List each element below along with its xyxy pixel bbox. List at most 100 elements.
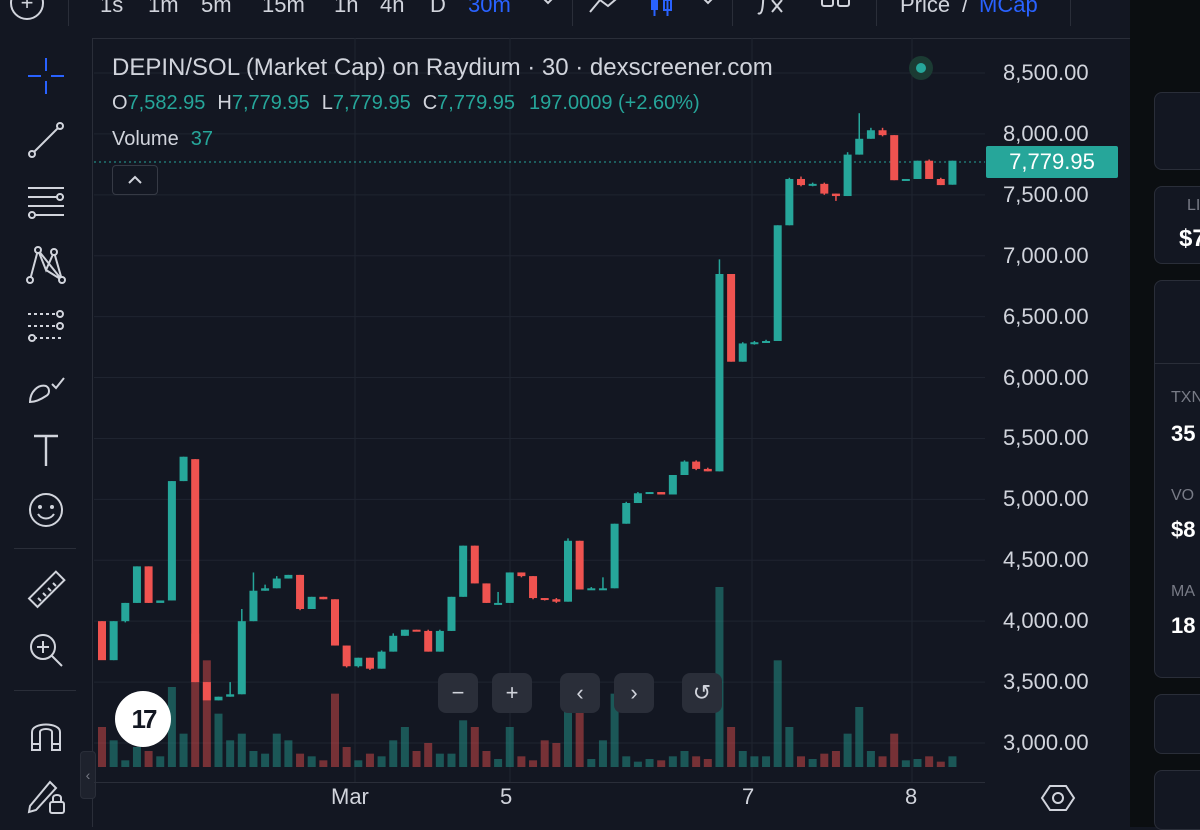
volume-bar [459,720,468,767]
volume-bar [424,743,433,767]
chart-style-icon[interactable] [588,0,624,16]
price-axis[interactable]: 8,500.00 8,000.00 7,500.00 7,000.00 6,500.00… [985,38,1130,782]
price-label: 5,000.00 [1003,486,1089,512]
info-card[interactable] [1154,92,1200,170]
toolbar-divider [14,548,76,549]
interval-1h[interactable]: 1h [334,0,359,17]
forecast-tool[interactable] [21,304,71,348]
volume-bar [668,756,677,767]
liquidity-label: LI [1187,197,1200,214]
candle-body [610,523,619,589]
brush-tool[interactable] [21,366,71,410]
volume-bar [808,759,817,767]
volume-bar [261,753,270,767]
volume-bar [738,751,747,767]
liquidity-value: $7 [1179,225,1200,252]
volume-bar [622,756,631,767]
close-value: 7,779.95 [437,92,516,114]
candle-body [319,596,328,600]
action-card[interactable] [1154,770,1200,830]
candle-body [389,635,398,652]
zoom-tool[interactable] [21,628,71,672]
fib-tool[interactable] [21,180,71,224]
chart-title: DEPIN/SOL (Market Cap) on Raydium · 30 ·… [112,54,773,81]
zoom-in-button[interactable]: + [492,673,532,713]
scroll-left-button[interactable]: ‹ [560,673,600,713]
interval-d[interactable]: D [430,0,446,17]
interval-1m[interactable]: 1m [148,0,179,17]
makers-label: MA [1171,583,1195,600]
interval-chevron-down-icon[interactable] [538,0,558,8]
chart-settings-icon[interactable] [1040,780,1076,816]
volume-bar [482,751,491,767]
interval-4h[interactable]: 4h [380,0,405,17]
volume-bar [284,740,293,767]
candle-body [331,599,339,646]
trend-line-tool[interactable] [21,118,71,162]
crosshair-icon [28,58,64,94]
change-value: 197.0009 (+2.60%) [529,92,700,114]
trend-line-icon [28,122,64,158]
candle-body [261,588,270,591]
candle-body [575,540,584,590]
indicators-icon[interactable] [756,0,786,18]
interval-5m[interactable]: 5m [201,0,232,17]
reset-chart-button[interactable]: ↺ [682,673,722,713]
scroll-right-button[interactable]: › [614,673,654,713]
candle-body [773,225,782,341]
add-symbol-button[interactable]: + [10,0,44,20]
chart-grid [94,38,985,782]
action-card[interactable] [1154,694,1200,754]
candle-body [657,492,666,495]
interval-30m[interactable]: 30m [468,0,511,17]
chevron-up-icon [128,175,142,184]
volume-bar [936,761,945,767]
chart-type-chevron-down-icon[interactable] [698,0,718,8]
time-axis[interactable] [94,782,985,828]
volume-stat-value: $8 [1171,517,1196,542]
price-label: 4,500.00 [1003,547,1089,573]
volume-bar [762,756,771,767]
fib-retracement-icon [28,187,64,219]
candle-body [249,590,258,622]
price-label: 4,000.00 [1003,608,1089,634]
volume-bar [552,743,561,767]
collapse-toolbar-tab[interactable]: ‹ [80,751,96,799]
candle-body [470,545,479,584]
price-toggle[interactable]: Price [900,0,951,17]
lock-drawings-tool[interactable] [21,772,71,816]
time-label-7: 7 [742,784,755,809]
icon-tool[interactable] [21,488,71,532]
candle-body [365,657,374,669]
volume-bar [470,727,479,767]
candles-icon[interactable] [646,0,676,18]
candle-body [633,493,642,504]
volume-bar [529,760,538,767]
interval-1s[interactable]: 1s [100,0,124,17]
measure-tool[interactable] [21,568,71,612]
crosshair-tool[interactable] [21,54,71,98]
volume-bar [517,756,526,767]
volume-bar [365,753,374,767]
text-tool[interactable] [21,428,71,472]
interval-15m[interactable]: 15m [262,0,305,17]
tradingview-logo[interactable]: 17 [115,691,171,747]
candle-body [564,540,572,602]
mcap-toggle[interactable]: MCap [979,0,1038,17]
candle-body [342,645,351,667]
time-label-mar: Mar [331,784,369,809]
volume-bar [296,753,305,767]
layout-grid-icon[interactable] [820,0,852,16]
volume-bar [412,751,421,767]
candle-body [820,183,829,194]
pattern-tool[interactable] [21,242,71,286]
volume-bar [703,759,712,767]
volume-bar [785,727,794,767]
volume-bar [692,756,701,767]
chart-pane[interactable] [94,38,985,782]
collapse-legend-button[interactable] [112,165,158,195]
zoom-out-button[interactable]: − [438,673,478,713]
candle-body [179,456,188,482]
time-label-8: 8 [905,784,918,809]
magnet-tool[interactable] [21,712,71,756]
